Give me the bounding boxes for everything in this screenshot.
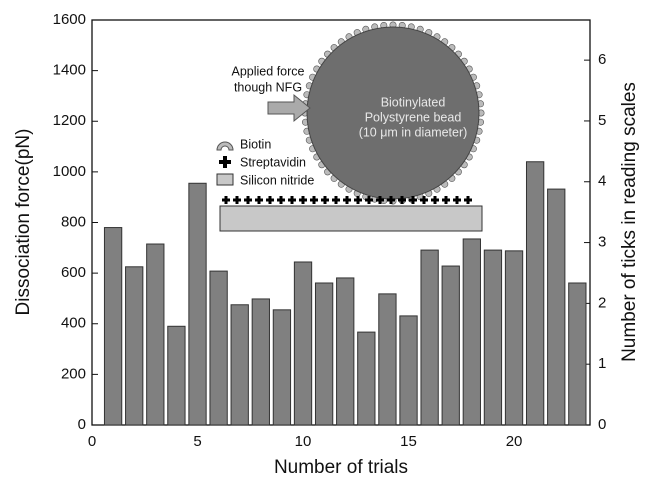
- bar: [462, 238, 481, 426]
- y-tick-label: 0: [78, 416, 86, 433]
- x-tick-label: 10: [295, 433, 312, 450]
- force-arrow: [267, 93, 311, 123]
- force-label: though NFG: [234, 80, 302, 94]
- y2-tick-label: 2: [598, 294, 606, 311]
- bar: [568, 282, 587, 426]
- streptavidin: [354, 196, 362, 204]
- bar: [188, 182, 207, 426]
- bar: [547, 188, 566, 426]
- legend-nitride: [216, 173, 234, 186]
- y2-axis-title: Number of ticks in reading scales: [619, 82, 640, 362]
- bar: [399, 315, 418, 426]
- x-axis-title: Number of trials: [274, 457, 408, 478]
- streptavidin: [387, 196, 395, 204]
- y2-tick-label: 6: [598, 51, 606, 68]
- streptavidin: [420, 196, 428, 204]
- streptavidin: [299, 196, 307, 204]
- legend-label: Streptavidin: [240, 155, 306, 169]
- y-tick-label: 1400: [53, 62, 86, 79]
- streptavidin: [453, 196, 461, 204]
- bar: [103, 227, 123, 426]
- y2-tick-label: 4: [598, 173, 606, 190]
- x-tick-label: 15: [400, 433, 417, 450]
- streptavidin: [310, 196, 318, 204]
- bead-label: Polystyrene bead: [365, 110, 462, 124]
- streptavidin: [343, 196, 351, 204]
- x-tick-label: 20: [506, 433, 523, 450]
- legend-streptavidin: [219, 156, 231, 168]
- streptavidin: [409, 196, 417, 204]
- streptavidin: [244, 196, 252, 204]
- streptavidin: [332, 196, 340, 204]
- streptavidin: [376, 196, 384, 204]
- bar: [146, 243, 165, 426]
- bar: [167, 325, 186, 426]
- bar: [504, 250, 524, 426]
- y-tick-label: 200: [61, 365, 86, 382]
- bar: [483, 249, 503, 426]
- bar: [230, 304, 249, 426]
- legend-biotin: [216, 141, 234, 151]
- bar: [125, 266, 144, 426]
- bar: [293, 261, 313, 426]
- y-tick-label: 1200: [53, 112, 86, 129]
- streptavidin: [442, 196, 450, 204]
- y2-tick-label: 1: [598, 355, 606, 372]
- force-label: Applied force: [232, 64, 305, 78]
- inset-diagram: Applied force though NFG BiotinylatedPolys…: [216, 21, 485, 232]
- y-tick-label: 1000: [53, 163, 86, 180]
- streptavidin: [431, 196, 439, 204]
- bead-label: (10 μm in diameter): [359, 125, 468, 139]
- substrate: [219, 205, 483, 232]
- legend-label: Biotin: [240, 137, 271, 151]
- streptavidin: [321, 196, 329, 204]
- bar: [357, 331, 376, 426]
- y-axis-title: Dissociation force(pN): [13, 129, 34, 316]
- y2-tick-label: 5: [598, 112, 606, 129]
- streptavidin: [288, 196, 296, 204]
- bar: [272, 309, 292, 426]
- streptavidin: [233, 196, 241, 204]
- y-tick-label: 1600: [53, 11, 86, 28]
- bar: [441, 265, 460, 426]
- bar: [420, 249, 439, 426]
- bar: [209, 270, 228, 426]
- bar: [314, 282, 334, 426]
- x-tick-label: 0: [88, 433, 96, 450]
- streptavidin: [255, 196, 263, 204]
- streptavidin: [398, 196, 406, 204]
- legend-label: Silicon nitride: [240, 173, 314, 187]
- bar: [251, 298, 270, 426]
- y-tick-label: 400: [61, 315, 86, 332]
- bar: [378, 293, 397, 426]
- y-tick-label: 600: [61, 264, 86, 281]
- y2-tick-label: 3: [598, 234, 606, 251]
- streptavidin: [365, 196, 373, 204]
- streptavidin: [266, 196, 274, 204]
- y-tick-label: 800: [61, 213, 86, 230]
- bead-label: Biotinylated: [381, 95, 446, 109]
- bar: [525, 161, 545, 426]
- streptavidin: [222, 196, 230, 204]
- streptavidin: [464, 196, 472, 204]
- y2-tick-label: 0: [598, 416, 606, 433]
- x-tick-label: 5: [193, 433, 201, 450]
- streptavidin: [277, 196, 285, 204]
- bar: [336, 277, 355, 426]
